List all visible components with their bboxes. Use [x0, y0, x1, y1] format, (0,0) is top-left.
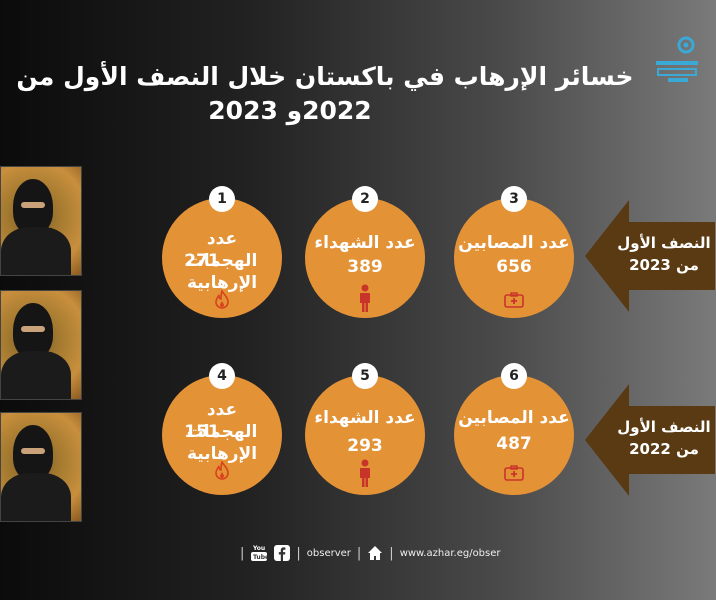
stat-label: عدد الشهداء: [314, 233, 416, 253]
stat-value: 271: [184, 251, 220, 271]
stat-circle-injured-2022: 6 عدد المصابين 487: [454, 363, 574, 495]
stat-label: عدد المصابين: [458, 233, 570, 253]
person-icon: [360, 284, 370, 312]
stat-value: 293: [347, 436, 383, 456]
photo-masked-man-1: [0, 166, 82, 276]
stat-value: 487: [496, 434, 532, 454]
title-line-2: 2022و 2023: [208, 96, 372, 125]
stat-circle-martyrs-2022: 5 عدد الشهداء 293: [305, 363, 425, 495]
divider: |: [240, 545, 245, 561]
badge-number: 2: [352, 186, 378, 212]
title-line-1: خسائر الإرهاب في باكستان خلال النصف الأو…: [16, 62, 634, 91]
stat-label: عدد الهجمات الإرهابية: [186, 229, 258, 293]
badge-number: 6: [501, 363, 527, 389]
stat-value: 389: [347, 257, 383, 277]
stat-circle-injured-2023: 3 عدد المصابين 656: [454, 186, 574, 318]
social-handle[interactable]: observer: [306, 547, 351, 559]
home-icon[interactable]: [367, 545, 383, 561]
badge-number: 3: [501, 186, 527, 212]
medkit-icon: [504, 465, 524, 481]
stat-circle-attacks-2022: 4 عدد الهجمات الإرهابية 151: [162, 363, 282, 495]
facebook-icon[interactable]: [274, 545, 291, 561]
period-arrow-2023: النصف الأول من 2023: [585, 200, 715, 312]
divider: |: [389, 545, 394, 561]
fire-icon: [215, 290, 229, 309]
svg-text:Tube: Tube: [253, 554, 268, 561]
footer: | You Tube | observer | | www.azhar.eg/o…: [240, 542, 501, 564]
badge-number: 1: [209, 186, 235, 212]
fire-icon: [215, 461, 229, 480]
photo-masked-man-3: [0, 412, 82, 522]
period-label: النصف الأول من 2023: [617, 234, 711, 274]
page-title: خسائر الإرهاب في باكستان خلال النصف الأو…: [0, 60, 650, 128]
logo-icon: [656, 36, 698, 82]
stat-label: عدد الشهداء: [314, 408, 416, 428]
stat-label: عدد المصابين: [458, 408, 570, 428]
svg-text:You: You: [252, 545, 265, 552]
stat-circle-martyrs-2023: 2 عدد الشهداء 389: [305, 186, 425, 318]
period-label: النصف الأول من 2022: [617, 418, 711, 458]
medkit-icon: [504, 292, 524, 308]
person-icon: [360, 459, 370, 487]
period-arrow-2022: النصف الأول من 2022: [585, 384, 715, 496]
stat-value: 656: [496, 257, 532, 277]
badge-number: 4: [209, 363, 235, 389]
divider: |: [356, 545, 362, 561]
website-url[interactable]: www.azhar.eg/obser: [399, 547, 501, 559]
badge-number: 5: [352, 363, 378, 389]
stat-circle-attacks-2023: 1 عدد الهجمات الإرهابية 271: [162, 186, 282, 318]
stat-value: 151: [184, 422, 220, 442]
stat-label: عدد الهجمات الإرهابية: [186, 400, 258, 464]
divider: |: [296, 545, 301, 561]
photo-masked-man-2: [0, 290, 82, 400]
youtube-icon[interactable]: You Tube: [250, 544, 268, 562]
